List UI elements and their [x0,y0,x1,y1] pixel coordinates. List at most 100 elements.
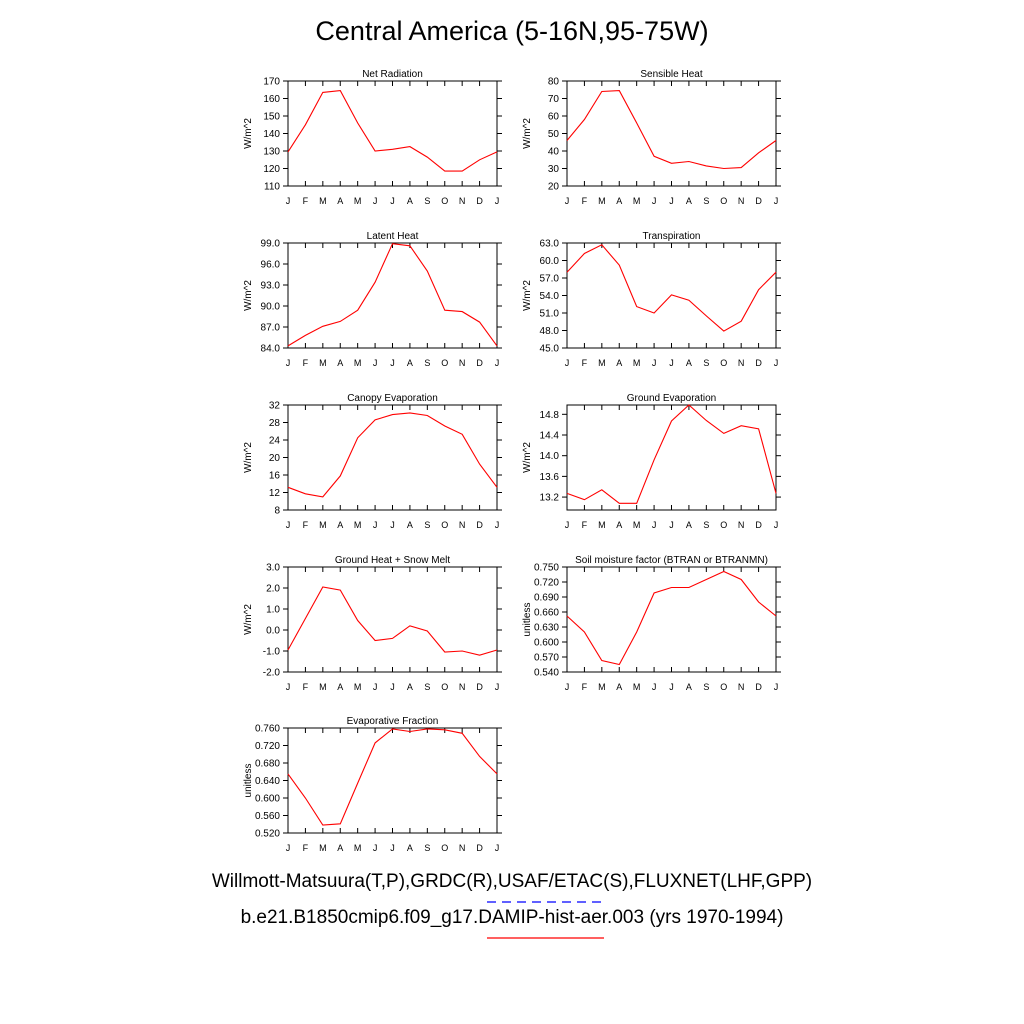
y-tick-label: 3.0 [266,563,280,574]
y-tick-label: 54.0 [540,291,560,302]
x-tick-label: A [407,520,413,530]
y-tick-label: 70 [548,94,560,105]
plot-frame [287,727,498,834]
x-tick-label: M [598,358,606,368]
x-tick-label: O [441,682,448,692]
x-tick-label: J [286,520,291,530]
y-tick-label: 160 [263,94,280,105]
y-tick-label: 120 [263,164,280,175]
y-tick-label: 14.8 [540,410,560,421]
y-tick-label: 32 [269,401,281,412]
panel-title: Net Radiation [362,69,423,80]
x-tick-label: S [703,196,709,206]
x-tick-label: A [407,196,413,206]
y-tick-label: 0.680 [255,759,280,770]
x-tick-label: J [652,196,657,206]
x-tick-label: N [738,520,745,530]
y-tick-label: 12 [269,488,281,499]
x-tick-label: F [582,358,588,368]
x-tick-label: J [652,682,657,692]
x-tick-label: D [755,520,762,530]
x-tick-label: J [390,520,395,530]
x-tick-label: M [319,358,327,368]
x-tick-label: J [390,682,395,692]
x-tick-label: M [633,520,641,530]
x-tick-label: O [720,682,727,692]
x-tick-label: J [669,520,674,530]
y-axis-label: W/m^2 [243,442,254,473]
x-tick-label: N [738,682,745,692]
x-tick-label: M [354,843,362,853]
series-line [566,244,777,332]
x-tick-label: M [633,682,641,692]
y-tick-label: 20 [548,182,560,193]
x-tick-label: F [303,682,309,692]
x-tick-label: A [686,682,692,692]
model-legend-line [487,937,604,939]
x-tick-label: M [354,196,362,206]
y-tick-label: 13.2 [540,493,560,504]
x-tick-label: A [337,682,343,692]
y-tick-label: 87.0 [261,323,281,334]
x-tick-label: J [669,358,674,368]
x-tick-label: A [337,843,343,853]
x-tick-label: J [565,682,570,692]
x-tick-label: J [373,843,378,853]
y-tick-label: 14.0 [540,451,560,462]
panel-title: Transpiration [643,231,701,242]
x-tick-label: J [286,843,291,853]
y-tick-label: 150 [263,112,280,123]
x-tick-label: A [407,358,413,368]
x-tick-label: S [703,358,709,368]
y-tick-label: 110 [264,182,280,193]
x-tick-label: J [565,358,570,368]
x-tick-label: J [495,196,500,206]
x-tick-label: J [286,682,291,692]
x-tick-label: F [303,196,309,206]
x-tick-label: J [390,196,395,206]
x-tick-label: M [319,843,327,853]
plot-frame [287,566,498,673]
x-tick-label: J [390,843,395,853]
x-tick-label: J [495,520,500,530]
model-legend-label: b.e21.B1850cmip6.f09_g17.DAMIP-hist-aer.… [240,907,784,928]
y-axis-label: W/m^2 [522,118,533,149]
y-tick-label: 0.540 [534,668,559,679]
obs-legend-line [487,901,604,903]
x-tick-label: J [286,358,291,368]
x-tick-label: A [616,682,622,692]
panel-title: Ground Heat + Snow Melt [335,555,451,566]
x-tick-label: S [424,196,430,206]
series-line [287,90,498,172]
x-tick-label: J [286,196,291,206]
panel-title: Sensible Heat [640,69,702,80]
x-tick-label: J [774,196,779,206]
y-tick-label: 0.760 [255,724,280,735]
x-tick-label: M [598,682,606,692]
x-tick-label: A [686,358,692,368]
x-tick-label: N [738,358,745,368]
y-tick-label: 60 [548,112,560,123]
y-tick-label: 13.6 [540,472,560,483]
x-tick-label: J [495,843,500,853]
x-tick-label: J [652,358,657,368]
y-tick-label: 84.0 [261,344,281,355]
y-tick-label: 140 [263,129,280,140]
y-tick-label: 57.0 [540,274,560,285]
x-tick-label: O [441,520,448,530]
y-axis-label: W/m^2 [522,280,533,311]
x-tick-label: J [495,358,500,368]
y-tick-label: 1.0 [266,605,280,616]
x-tick-label: A [337,520,343,530]
y-tick-label: 96.0 [261,260,281,271]
y-tick-label: 40 [548,147,560,158]
x-tick-label: D [476,682,483,692]
x-tick-label: J [565,196,570,206]
